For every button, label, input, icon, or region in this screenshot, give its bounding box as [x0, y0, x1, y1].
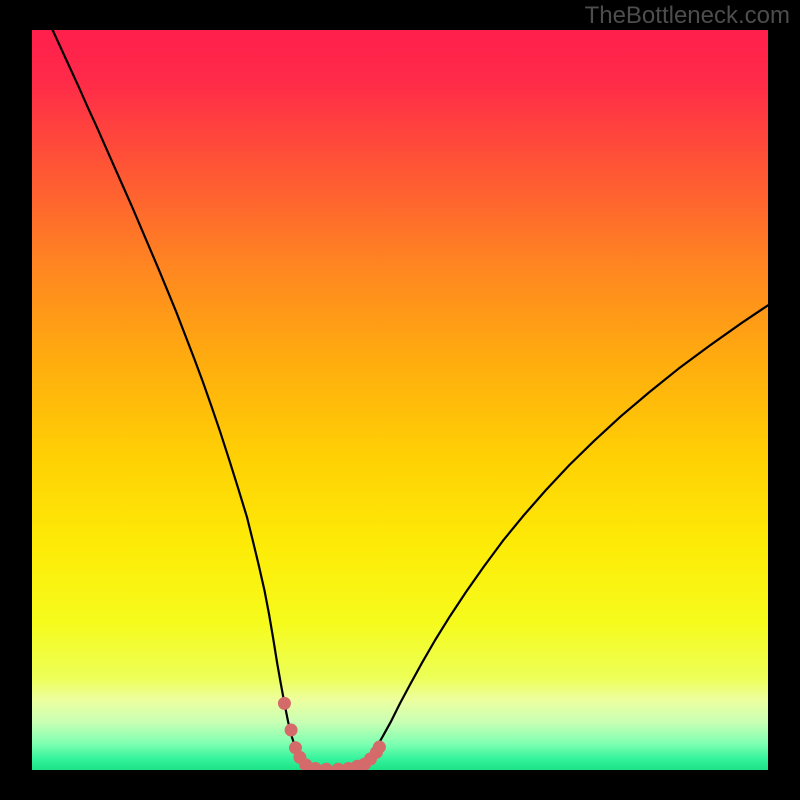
curve-marker: [278, 697, 290, 709]
curve-marker: [320, 763, 332, 775]
bottleneck-curve: [53, 30, 768, 769]
curve-marker: [285, 724, 297, 736]
curve-marker: [309, 763, 321, 775]
stage: TheBottleneck.com: [0, 0, 800, 800]
watermark-text: TheBottleneck.com: [585, 2, 790, 30]
curve-marker: [373, 741, 385, 753]
chart-svg: [0, 0, 800, 800]
